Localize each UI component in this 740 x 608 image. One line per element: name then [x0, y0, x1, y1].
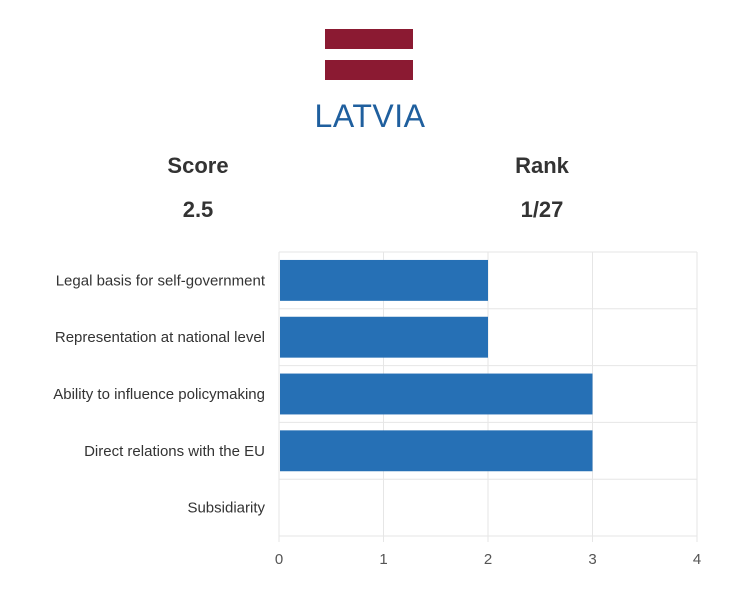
bar: [280, 316, 488, 358]
category-label: Subsidiarity: [187, 500, 265, 517]
x-tick-label: 1: [379, 551, 387, 568]
category-label: Direct relations with the EU: [84, 443, 265, 460]
bars: [280, 259, 593, 472]
category-label: Legal basis for self-government: [56, 272, 266, 289]
rank-value: 1/27: [520, 197, 564, 222]
score-value: 2.5: [182, 197, 214, 222]
flag-bottom-band: [325, 60, 413, 80]
bar: [280, 373, 593, 415]
rank-label: Rank: [515, 153, 569, 178]
x-tick-label: 3: [588, 551, 596, 568]
flag-top-band: [325, 29, 413, 49]
bar-chart: Legal basis for self-government Represent…: [53, 251, 701, 568]
score-label: Score: [167, 153, 229, 178]
x-tick-label: 0: [275, 551, 283, 568]
category-labels: Legal basis for self-government Represent…: [53, 272, 266, 516]
x-tick-label: 2: [484, 551, 492, 568]
x-tick-labels: 0 1 2 3 4: [275, 551, 701, 568]
country-title: LATVIA: [314, 98, 426, 134]
bar: [280, 259, 488, 301]
category-label: Representation at national level: [55, 329, 265, 346]
category-label: Ability to influence policymaking: [53, 386, 265, 403]
x-tick-label: 4: [693, 551, 701, 568]
latvia-flag: [325, 29, 413, 80]
bar: [280, 430, 593, 472]
